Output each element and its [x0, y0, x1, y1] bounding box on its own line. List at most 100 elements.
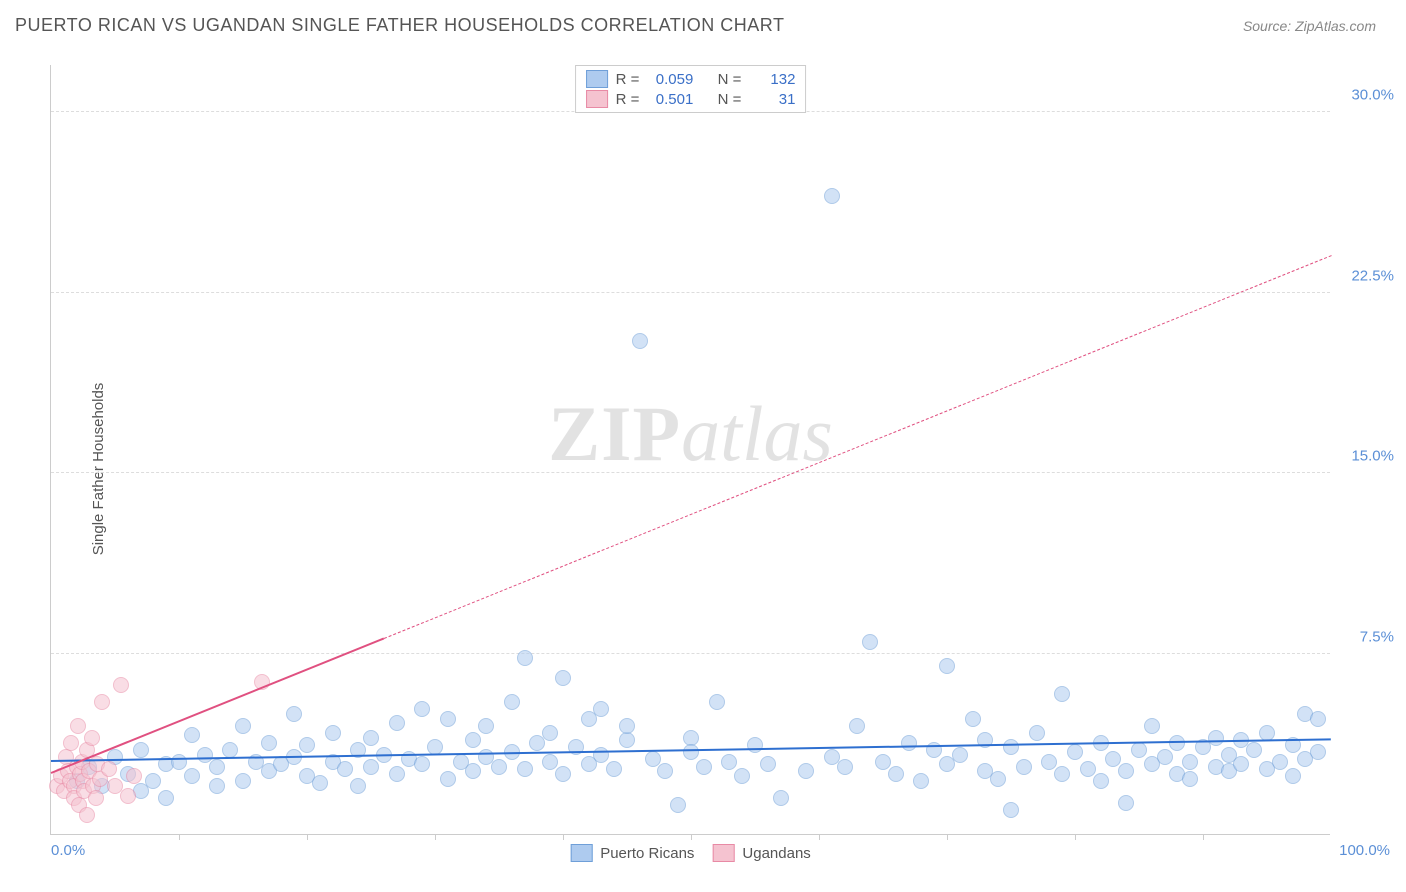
data-point: [1003, 739, 1019, 755]
data-point: [517, 761, 533, 777]
data-point: [79, 807, 95, 823]
data-point: [1310, 711, 1326, 727]
data-point: [440, 771, 456, 787]
data-point: [952, 747, 968, 763]
data-point: [619, 732, 635, 748]
data-point: [1003, 802, 1019, 818]
x-tick-mark: [1075, 834, 1076, 840]
data-point: [837, 759, 853, 775]
data-point: [593, 701, 609, 717]
data-point: [70, 718, 86, 734]
x-tick-mark: [435, 834, 436, 840]
data-point: [363, 730, 379, 746]
data-point: [1157, 749, 1173, 765]
data-point: [145, 773, 161, 789]
data-point: [990, 771, 1006, 787]
data-point: [824, 188, 840, 204]
data-point: [209, 759, 225, 775]
data-point: [158, 790, 174, 806]
data-point: [235, 773, 251, 789]
data-point: [389, 715, 405, 731]
data-point: [1144, 718, 1160, 734]
data-point: [389, 766, 405, 782]
data-point: [798, 763, 814, 779]
data-point: [965, 711, 981, 727]
data-point: [1208, 730, 1224, 746]
data-point: [683, 744, 699, 760]
data-point: [696, 759, 712, 775]
watermark: ZIPatlas: [548, 389, 833, 479]
data-point: [542, 754, 558, 770]
data-point: [632, 333, 648, 349]
data-point: [657, 763, 673, 779]
data-point: [747, 737, 763, 753]
data-point: [120, 788, 136, 804]
x-tick-mark: [819, 834, 820, 840]
series-legend-item: Puerto Ricans: [570, 844, 694, 862]
data-point: [337, 761, 353, 777]
data-point: [101, 761, 117, 777]
data-point: [197, 747, 213, 763]
data-point: [555, 670, 571, 686]
data-point: [1105, 751, 1121, 767]
data-point: [222, 742, 238, 758]
data-point: [84, 730, 100, 746]
data-point: [1016, 759, 1032, 775]
data-point: [133, 742, 149, 758]
data-point: [1285, 768, 1301, 784]
data-point: [555, 766, 571, 782]
y-tick-label: 22.5%: [1351, 267, 1394, 284]
x-tick-mark: [691, 834, 692, 840]
y-tick-label: 15.0%: [1351, 448, 1394, 465]
data-point: [1272, 754, 1288, 770]
data-point: [875, 754, 891, 770]
data-point: [1054, 686, 1070, 702]
chart-container: Single Father Households ZIPatlas 7.5%15…: [0, 45, 1406, 892]
data-point: [709, 694, 725, 710]
data-point: [849, 718, 865, 734]
data-point: [1233, 756, 1249, 772]
data-point: [261, 735, 277, 751]
data-point: [184, 768, 200, 784]
data-point: [1029, 725, 1045, 741]
data-point: [606, 761, 622, 777]
data-point: [491, 759, 507, 775]
source-label: Source: ZipAtlas.com: [1243, 18, 1376, 34]
data-point: [465, 732, 481, 748]
data-point: [184, 727, 200, 743]
data-point: [593, 747, 609, 763]
stats-legend-row: R =0.501 N =31: [586, 90, 796, 108]
data-point: [1054, 766, 1070, 782]
data-point: [888, 766, 904, 782]
data-point: [113, 677, 129, 693]
data-point: [209, 778, 225, 794]
data-point: [645, 751, 661, 767]
data-point: [63, 735, 79, 751]
data-point: [94, 694, 110, 710]
data-point: [1131, 742, 1147, 758]
y-tick-label: 7.5%: [1360, 628, 1394, 645]
data-point: [901, 735, 917, 751]
series-legend: Puerto Ricans Ugandans: [570, 844, 811, 862]
chart-title: PUERTO RICAN VS UGANDAN SINGLE FATHER HO…: [15, 15, 784, 36]
gridline: [51, 472, 1330, 473]
data-point: [1067, 744, 1083, 760]
data-point: [299, 737, 315, 753]
data-point: [542, 725, 558, 741]
x-tick-mark: [947, 834, 948, 840]
data-point: [619, 718, 635, 734]
data-point: [913, 773, 929, 789]
y-tick-label: 30.0%: [1351, 87, 1394, 104]
data-point: [1118, 763, 1134, 779]
data-point: [286, 706, 302, 722]
data-point: [1310, 744, 1326, 760]
plot-area: ZIPatlas 7.5%15.0%22.5%30.0%0.0%100.0%R …: [50, 65, 1330, 835]
x-tick-mark: [563, 834, 564, 840]
x-tick-label: 0.0%: [51, 842, 85, 859]
series-legend-item: Ugandans: [712, 844, 810, 862]
data-point: [363, 759, 379, 775]
legend-swatch: [712, 844, 734, 862]
x-tick-label: 100.0%: [1339, 842, 1390, 859]
data-point: [1093, 773, 1109, 789]
series-name: Puerto Ricans: [600, 845, 694, 862]
